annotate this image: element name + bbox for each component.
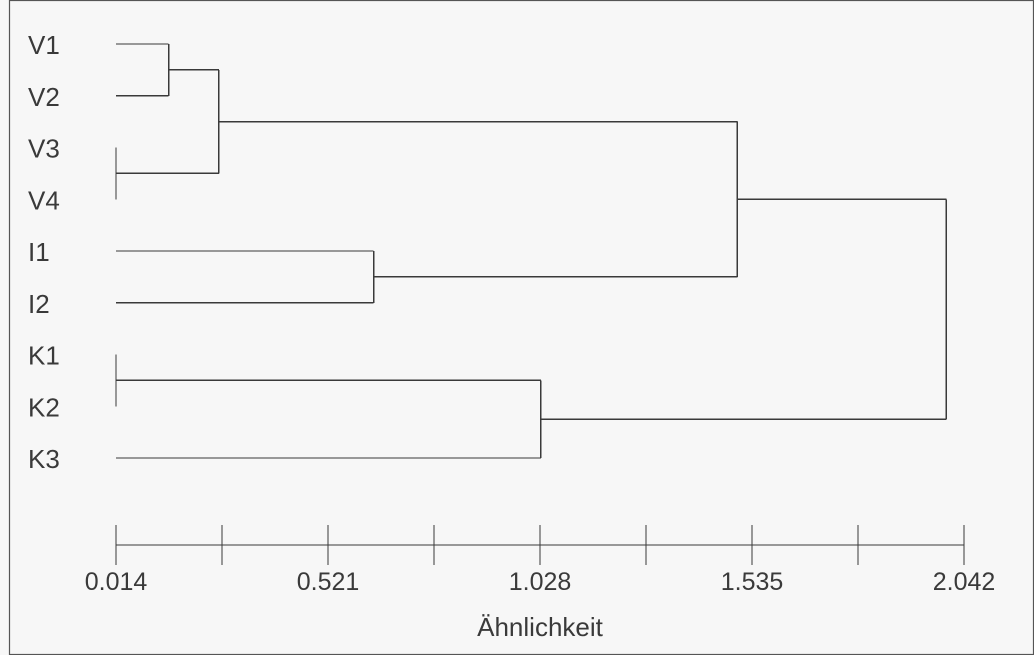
leaf-label-k2: K2 [28,392,60,422]
x-axis-label: Ähnlichkeit [477,612,604,642]
x-tick-label: 0.014 [85,568,148,596]
leaf-label-v3: V3 [28,134,60,164]
figure-border [8,0,1034,655]
x-tick-label: 1.535 [721,568,784,596]
leaf-label-v1: V1 [28,30,60,60]
leaf-label-k3: K3 [28,444,60,474]
leaf-label-i1: I1 [28,237,50,267]
leaf-label-v2: V2 [28,82,60,112]
leaf-label-k1: K1 [28,341,60,371]
x-tick-label: 2.042 [933,568,996,596]
x-tick-label: 0.521 [297,568,360,596]
leaf-label-i2: I2 [28,289,50,319]
leaf-label-v4: V4 [28,185,60,215]
x-tick-label: 1.028 [509,568,572,596]
